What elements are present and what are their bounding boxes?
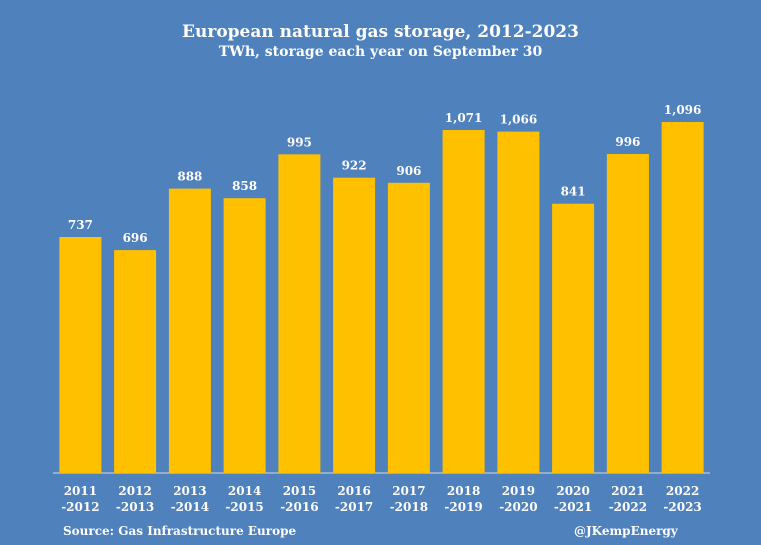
chart-title: European natural gas storage, 2012-2023 <box>182 22 579 42</box>
data-label-0: 737 <box>68 218 93 232</box>
data-label-8: 1,066 <box>500 113 538 127</box>
data-label-7: 1,071 <box>445 111 483 125</box>
data-label-1: 696 <box>123 231 148 245</box>
x-tick-label-9-1: -2021 <box>554 500 592 514</box>
bar-7 <box>442 130 485 473</box>
x-tick-label-11-1: -2023 <box>663 500 701 514</box>
data-label-4: 995 <box>287 135 312 149</box>
chart-subtitle: TWh, storage each year on September 30 <box>218 44 543 60</box>
source-note: Source: Gas Infrastructure Europe <box>63 524 297 538</box>
bar-2 <box>168 188 211 473</box>
bar-9 <box>552 203 595 473</box>
data-label-5: 922 <box>342 159 367 173</box>
bar-10 <box>606 154 649 473</box>
data-label-6: 906 <box>396 164 421 178</box>
x-tick-label-8-1: -2020 <box>499 500 537 514</box>
credit-handle: @JKempEnergy <box>574 524 678 538</box>
x-tick-label-9-0: 2020 <box>556 484 589 498</box>
bar-3 <box>223 198 266 473</box>
bar-1 <box>114 250 157 473</box>
x-tick-label-8-0: 2019 <box>502 484 535 498</box>
x-tick-label-3-1: -2015 <box>225 500 263 514</box>
x-tick-label-5-1: -2017 <box>335 500 373 514</box>
x-tick-label-10-0: 2021 <box>611 484 644 498</box>
data-label-10: 996 <box>615 135 640 149</box>
x-tick-label-2-0: 2013 <box>173 484 206 498</box>
x-tick-label-4-1: -2016 <box>280 500 318 514</box>
x-tick-label-1-0: 2012 <box>118 484 151 498</box>
data-label-2: 888 <box>177 170 202 184</box>
x-tick-label-7-1: -2019 <box>444 500 482 514</box>
x-tick-label-7-0: 2018 <box>447 484 480 498</box>
x-tick-label-4-0: 2015 <box>283 484 316 498</box>
x-tick-label-0-1: -2012 <box>61 500 99 514</box>
x-tick-label-10-1: -2022 <box>609 500 647 514</box>
x-tick-label-6-1: -2018 <box>390 500 428 514</box>
x-tick-label-1-1: -2013 <box>116 500 154 514</box>
data-label-11: 1,096 <box>664 103 702 117</box>
bar-5 <box>333 177 376 473</box>
bar-11 <box>661 122 704 473</box>
x-tick-label-5-0: 2016 <box>337 484 370 498</box>
bar-4 <box>278 154 321 474</box>
bar-0 <box>59 237 102 473</box>
x-tick-label-6-0: 2017 <box>392 484 425 498</box>
x-tick-label-11-0: 2022 <box>666 484 699 498</box>
x-tick-label-2-1: -2014 <box>171 500 209 514</box>
bar-6 <box>387 182 430 474</box>
data-label-9: 841 <box>561 185 586 199</box>
data-label-3: 858 <box>232 179 257 193</box>
x-tick-label-0-0: 2011 <box>64 484 97 498</box>
bar-8 <box>497 131 540 473</box>
x-tick-label-3-0: 2014 <box>228 484 261 498</box>
